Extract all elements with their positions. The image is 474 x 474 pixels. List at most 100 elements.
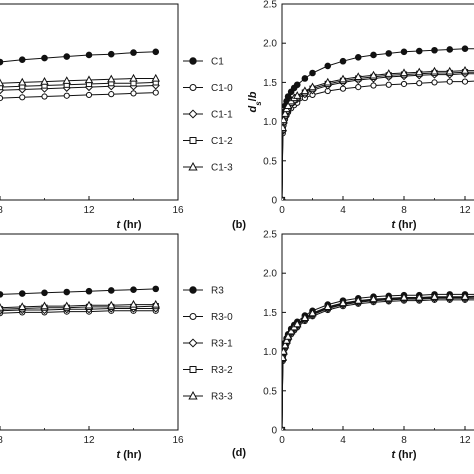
legend-bottom: R3 R3-0 R3-1 R3-2 R3-3 [183,286,233,403]
point-d-r3-3-3 [282,340,290,349]
point-a-c1-2-8 [0,84,4,91]
point-a-c1-0-15 [152,89,159,96]
legend-label-r3-1: R3-1 [211,339,233,350]
point-b-c1-0-13 [355,84,362,91]
point-a-c1-3-13 [107,74,116,83]
point-d-r3-3-5 [283,332,293,340]
point-b-c1-14 [370,51,377,59]
point-b-c1-3-18 [430,66,439,75]
x-tick-label-c-1: 12 [83,435,95,446]
plot-area-d [282,291,474,430]
legend-label-c1-3: C1-3 [211,163,233,174]
x-tick-label-b-1: 4 [340,205,346,216]
x-tick-label-a-1: 12 [83,205,95,216]
y-tick-label-d-2: 1.0 [263,347,277,358]
point-a-c1-9 [18,56,26,63]
point-c-r3-11 [63,288,71,296]
point-b-c1-8 [293,81,301,89]
x-tick-label-a-2: 16 [172,205,184,216]
x-axis-label-c: t (hr) [116,449,141,461]
legend-label-r3-0: R3-0 [211,312,233,323]
y-tick-label-d-3: 1.5 [263,308,277,319]
point-b-c1-19 [446,46,454,53]
point-b-c1-3-16 [399,68,409,77]
point-a-c1-11 [63,53,71,60]
y-tick-label-d-1: 0.5 [263,386,277,397]
panel-label-d: (d) [232,447,246,459]
point-a-c1-0-13 [108,91,115,98]
point-b-c1-3-5 [283,101,293,110]
x-tick-label-b-2: 8 [401,205,407,216]
point-b-c1-3-10 [308,82,317,91]
x-tick-label-b-3: 12 [459,205,471,216]
series-line-c-r3 [0,288,156,295]
point-c-r3-13 [107,287,115,294]
point-b-c1-3-1 [282,123,288,131]
x-tick-label-d-1: 4 [340,435,346,446]
point-b-c1-0-18 [431,79,438,86]
point-b-c1-12 [339,57,347,65]
series-line-a-c1 [0,51,156,63]
point-c-r3-10 [41,289,48,297]
y-tick-label-b-0: 0 [271,196,277,207]
point-a-c1-13 [107,50,115,58]
point-b-c1-5 [284,93,292,100]
point-c-r3-3-15 [151,299,160,308]
point-c-r3-15 [152,285,160,293]
y-tick-label-b-4: 2.0 [263,39,277,50]
point-d-r3-3-15 [384,293,393,302]
series-line-a-c1-3 [0,78,156,84]
point-a-c1-0-14 [130,90,137,97]
legend-label-r3: R3 [211,286,224,297]
point-d-r3-3-16 [399,292,409,301]
x-axis-label-b: t (hr) [391,219,416,231]
point-b-c1-0-15 [385,81,392,88]
point-b-c1-3-2 [282,115,288,124]
panel-a: 8 12 16 t (hr) [0,3,184,231]
point-b-c1-0-16 [400,80,408,88]
point-c-r3-8 [0,291,4,298]
point-a-c1-12 [85,51,93,59]
point-a-c1-8 [0,58,4,66]
point-c-r3-3-8 [0,303,5,311]
panel-c: 8 12 16 t (hr) [0,233,184,461]
series-line-c-r3-2 [0,305,156,310]
x-tick-label-d-3: 12 [459,435,471,446]
x-tick-label-d-2: 8 [401,435,407,446]
point-a-c1-3-11 [62,76,71,84]
legend-marker-r3 [189,286,197,294]
point-a-c1-3-8 [0,78,5,87]
point-c-r3-3-12 [84,300,94,309]
panel-d: 0 4 8 12 0 0.5 1.0 1.5 2.0 2.5 t (hr) [263,230,474,461]
panel-label-b: (b) [232,219,246,231]
legend-marker-c1-2 [189,137,197,144]
point-b-c1-3-13 [354,72,363,81]
point-d-r3-3-8 [293,319,302,328]
point-b-c1-15 [385,50,393,57]
point-b-c1-18 [431,46,438,54]
point-d-r3-3-12 [338,298,348,307]
point-a-c1-3-12 [84,75,94,84]
point-d-r3-3-1 [282,353,288,361]
point-b-c1-0-12 [339,85,347,92]
point-a-c1-10 [41,54,48,62]
point-d-r3-3-14 [369,294,378,303]
axes-frame-a [0,3,179,201]
point-d-r3-3-4 [282,335,291,344]
point-b-c1-13 [354,54,362,61]
point-b-c1-3-12 [338,74,348,83]
point-b-c1-3-8 [293,91,302,99]
legend-top: C1 C1-0 C1-1 C1-2 C1-3 [183,57,233,174]
point-b-c1-3-0 [282,195,285,200]
x-tick-label-a-0: 8 [0,205,3,216]
series-line-c-r3-3 [0,304,156,309]
point-b-c1-3-9 [300,86,310,95]
x-tick-label-b-0: 0 [279,205,285,216]
point-a-c1-0-8 [0,94,4,102]
point-b-c1-0-17 [416,80,423,87]
point-a-c1-0-9 [19,94,26,101]
legend-marker-c1-3 [188,161,198,171]
point-b-c1-3-3 [282,109,290,117]
point-c-r3-3-13 [107,300,116,309]
